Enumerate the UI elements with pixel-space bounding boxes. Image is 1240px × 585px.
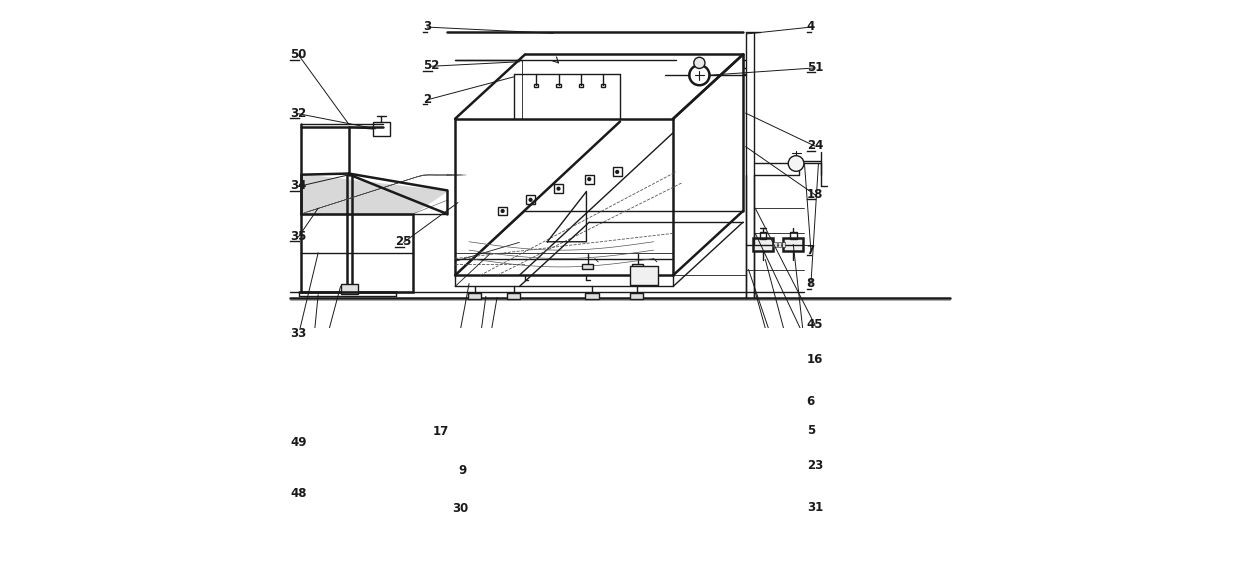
Text: 33: 33	[290, 328, 306, 340]
Bar	[341, 284, 358, 294]
Circle shape	[616, 170, 619, 173]
Bar	[630, 293, 644, 299]
Text: 4: 4	[807, 20, 815, 33]
Bar	[554, 184, 563, 193]
Bar	[582, 264, 593, 269]
Text: 3: 3	[423, 20, 432, 33]
Text: 30: 30	[453, 503, 469, 515]
Bar	[784, 238, 804, 252]
Text: 45: 45	[807, 318, 823, 331]
Bar	[601, 84, 605, 88]
Bar	[301, 214, 413, 292]
Bar	[526, 195, 534, 204]
Text: 9: 9	[458, 464, 466, 477]
Bar	[790, 232, 796, 239]
Circle shape	[557, 187, 560, 190]
Bar	[373, 122, 389, 136]
Bar	[632, 264, 644, 269]
Circle shape	[588, 178, 590, 181]
Text: 17: 17	[433, 425, 449, 438]
Text: 8: 8	[807, 277, 815, 290]
Text: 16: 16	[807, 353, 823, 366]
Text: 32: 32	[290, 106, 306, 120]
Text: 51: 51	[807, 61, 823, 74]
Circle shape	[529, 198, 532, 201]
Text: 6: 6	[807, 394, 815, 408]
Bar	[585, 175, 594, 184]
Bar	[534, 84, 538, 88]
Text: 23: 23	[807, 459, 823, 472]
Bar	[579, 84, 583, 88]
Bar	[467, 293, 481, 299]
Bar	[585, 293, 599, 299]
Bar	[498, 207, 507, 215]
Text: 35: 35	[290, 230, 306, 243]
Bar	[613, 167, 621, 176]
Text: 7: 7	[807, 243, 815, 257]
Circle shape	[694, 57, 706, 68]
Text: 48: 48	[290, 487, 306, 500]
Text: 25: 25	[396, 235, 412, 248]
Text: 34: 34	[290, 180, 306, 192]
Bar	[777, 242, 781, 247]
Bar	[557, 84, 560, 88]
Bar	[630, 266, 658, 285]
Polygon shape	[301, 175, 446, 214]
Circle shape	[789, 156, 804, 171]
Text: 52: 52	[423, 59, 440, 72]
Text: 50: 50	[290, 48, 306, 61]
Bar	[753, 238, 774, 252]
Bar	[782, 242, 785, 247]
Bar	[774, 242, 776, 247]
Text: 49: 49	[290, 436, 306, 449]
Circle shape	[501, 209, 503, 212]
Bar	[760, 232, 766, 239]
Text: 2: 2	[423, 92, 432, 106]
Text: 5: 5	[807, 424, 815, 437]
Bar	[507, 293, 521, 299]
Text: 31: 31	[807, 501, 823, 514]
Text: 24: 24	[807, 139, 823, 152]
Text: 18: 18	[807, 188, 823, 201]
